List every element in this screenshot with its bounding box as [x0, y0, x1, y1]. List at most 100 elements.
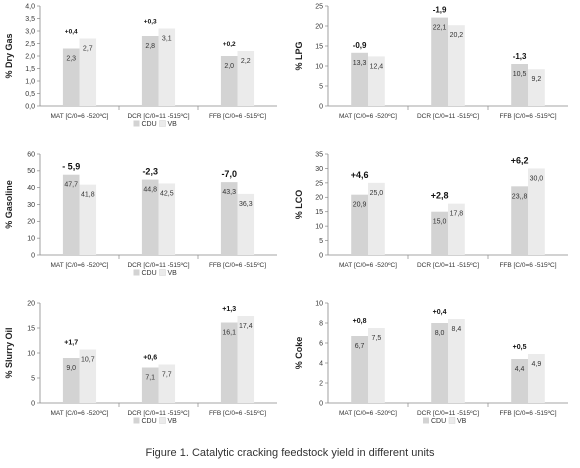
value-label-cdu: 22,1: [433, 25, 447, 32]
bar-cdu: [141, 36, 159, 106]
category-label-mat: MAT [C/0=6 -520ºC]: [51, 262, 109, 269]
chart-lco-svg: 0 5 10 15 20 25 30 35 % LCO 20,925,0 +4,6 MAT [C/0=…: [294, 151, 568, 269]
y-tick-label: 5: [319, 238, 323, 245]
delta-label: - 5,9: [62, 162, 80, 172]
chart-coke-svg: 0 2 4 6 8 10 % Coke 6,7 7,5 +0,8 MAT [C/0=6 -520ºC…: [294, 300, 568, 425]
bar-cdu: [62, 174, 80, 255]
bar-vb: [448, 25, 465, 107]
y-tick-label: 35: [315, 151, 323, 158]
chart-lco: 0 5 10 15 20 25 30 35 % LCO 20,9 25,0 +4,6 MAT [C/0=…: [290, 148, 580, 296]
bar-vb: [368, 182, 385, 255]
value-label-cdu: 23,,8: [512, 193, 528, 200]
y-tick-label: 5: [31, 375, 35, 382]
value-label-vb: 36,3: [239, 201, 253, 208]
value-label-cdu: 2,0: [224, 63, 234, 70]
legend-label-vb: VB: [168, 418, 178, 425]
bar-vb: [528, 354, 545, 403]
y-tick-label: 25: [315, 3, 323, 10]
y-tick-label: 50: [27, 168, 35, 175]
y-tick-label: 10: [315, 224, 323, 231]
y-tick-label: 10: [315, 300, 323, 307]
y-tick-label: 25: [315, 180, 323, 187]
bar-vb: [237, 193, 255, 255]
value-label-vb: 25,0: [370, 190, 384, 197]
y-tick-label: 15: [27, 325, 35, 332]
value-label-cdu: 8,0: [435, 330, 445, 337]
y-tick-label: 0: [31, 252, 35, 259]
delta-label: +1,3: [222, 306, 236, 313]
category-label-dcr: DCR [C/0=11 -515ºC]: [127, 262, 189, 269]
bar-vb: [368, 56, 385, 106]
value-label-cdu: 44,8: [143, 187, 157, 194]
y-tick-label: 5: [319, 83, 323, 90]
value-label-cdu: 9,0: [66, 365, 76, 372]
bar-cdu: [351, 194, 368, 255]
bar-vb: [368, 328, 385, 403]
delta-label: +0,3: [144, 19, 157, 26]
value-label-cdu: 13,3: [353, 60, 367, 67]
bar-vb: [237, 51, 255, 106]
value-label-vb: 12,4: [370, 63, 384, 70]
delta-label: +0,4: [433, 309, 447, 316]
category-label-ffb: FFB [C/0=6 -515ºC]: [209, 410, 266, 417]
bar-vb: [79, 184, 97, 255]
bar-cdu: [351, 336, 368, 403]
y-tick-label: 3,5: [25, 16, 35, 23]
delta-label: +0,2: [223, 41, 236, 48]
bar-cdu: [62, 358, 80, 403]
bar-cdu: [511, 359, 528, 403]
delta-label: +1,7: [64, 340, 78, 347]
y-tick-label: 20: [27, 300, 35, 307]
bar-vb: [79, 38, 97, 106]
y-tick-label: 4: [319, 360, 323, 367]
bar-vb: [158, 183, 176, 255]
bar-cdu: [431, 17, 448, 107]
legend-swatch-cdu: [133, 120, 140, 127]
value-label-vb: 30,0: [530, 175, 544, 182]
chart-slurry-oil-svg: 0 5 10 15 20 % Slurry Oil 9,0 10,7 +1,7 MAT [C/0=…: [4, 300, 277, 425]
value-label-vb: 4,9: [532, 361, 542, 368]
legend-label-vb: VB: [168, 121, 178, 128]
category-label-mat: MAT [C/0=6 -520ºC]: [51, 113, 109, 120]
figure-caption: Figure 1. Catalytic cracking feedstock y…: [145, 447, 435, 459]
category-label-ffb: FFB [C/0=6 -515ºC]: [499, 113, 556, 120]
value-label-cdu: 7,1: [145, 375, 155, 382]
y-tick-label: 0,0: [25, 103, 35, 110]
y-tick-label: 10: [27, 236, 35, 243]
bar-vb: [237, 316, 255, 403]
value-label-vb: 10,7: [81, 357, 95, 364]
category-label-dcr: DCR [C/0=11 -515ºC]: [417, 262, 479, 269]
y-tick-label: 60: [27, 151, 35, 158]
category-label-ffb: FFB [C/0=6 -515ºC]: [499, 410, 556, 417]
bar-vb: [528, 168, 545, 255]
y-tick-label: 30: [27, 202, 35, 209]
category-label-mat: MAT [C/0=6 -520ºC]: [339, 262, 397, 269]
category-label-ffb: FFB [C/0=6 -515ºC]: [209, 262, 266, 269]
y-tick-label: 0: [319, 400, 323, 407]
y-tick-label: 20: [315, 195, 323, 202]
y-tick-label: 0: [31, 400, 35, 407]
chart-dry-gas-svg: 0,0 0,5 1,0 1,5 2,0 2,5 3,0 3,5 4,0 % Dry Gas 2,3 2…: [4, 3, 277, 128]
value-label-cdu: 6,7: [355, 343, 365, 350]
delta-label: +0,5: [513, 344, 527, 351]
chart-coke: 0 2 4 6 8 10 % Coke 6,7 7,5 +0,8 MAT [C/0=6 -520ºC…: [290, 296, 580, 444]
bar-cdu: [511, 64, 528, 106]
value-label-cdu: 10,5: [513, 71, 527, 78]
y-tick-label: 0: [319, 252, 323, 259]
y-tick-label: 15: [315, 43, 323, 50]
value-label-cdu: 2,3: [66, 56, 76, 63]
y-tick-label: 0,5: [25, 91, 35, 98]
bar-cdu: [62, 48, 80, 106]
y-tick-label: 2,5: [25, 41, 35, 48]
delta-label: +0,6: [143, 355, 157, 362]
category-label-mat: MAT [C/0=6 -520ºC]: [51, 410, 109, 417]
y-axis-label: % Coke: [294, 337, 304, 370]
y-tick-label: 10: [27, 350, 35, 357]
value-label-vb: 17,8: [450, 211, 464, 218]
chart-dry-gas: 0,0 0,5 1,0 1,5 2,0 2,5 3,0 3,5 4,0 % Dry Gas 2,3 2…: [0, 0, 290, 148]
bar-vb: [158, 28, 176, 106]
bar-cdu: [220, 322, 238, 403]
legend-label-cdu: CDU: [142, 270, 157, 277]
bar-vb: [158, 364, 176, 403]
